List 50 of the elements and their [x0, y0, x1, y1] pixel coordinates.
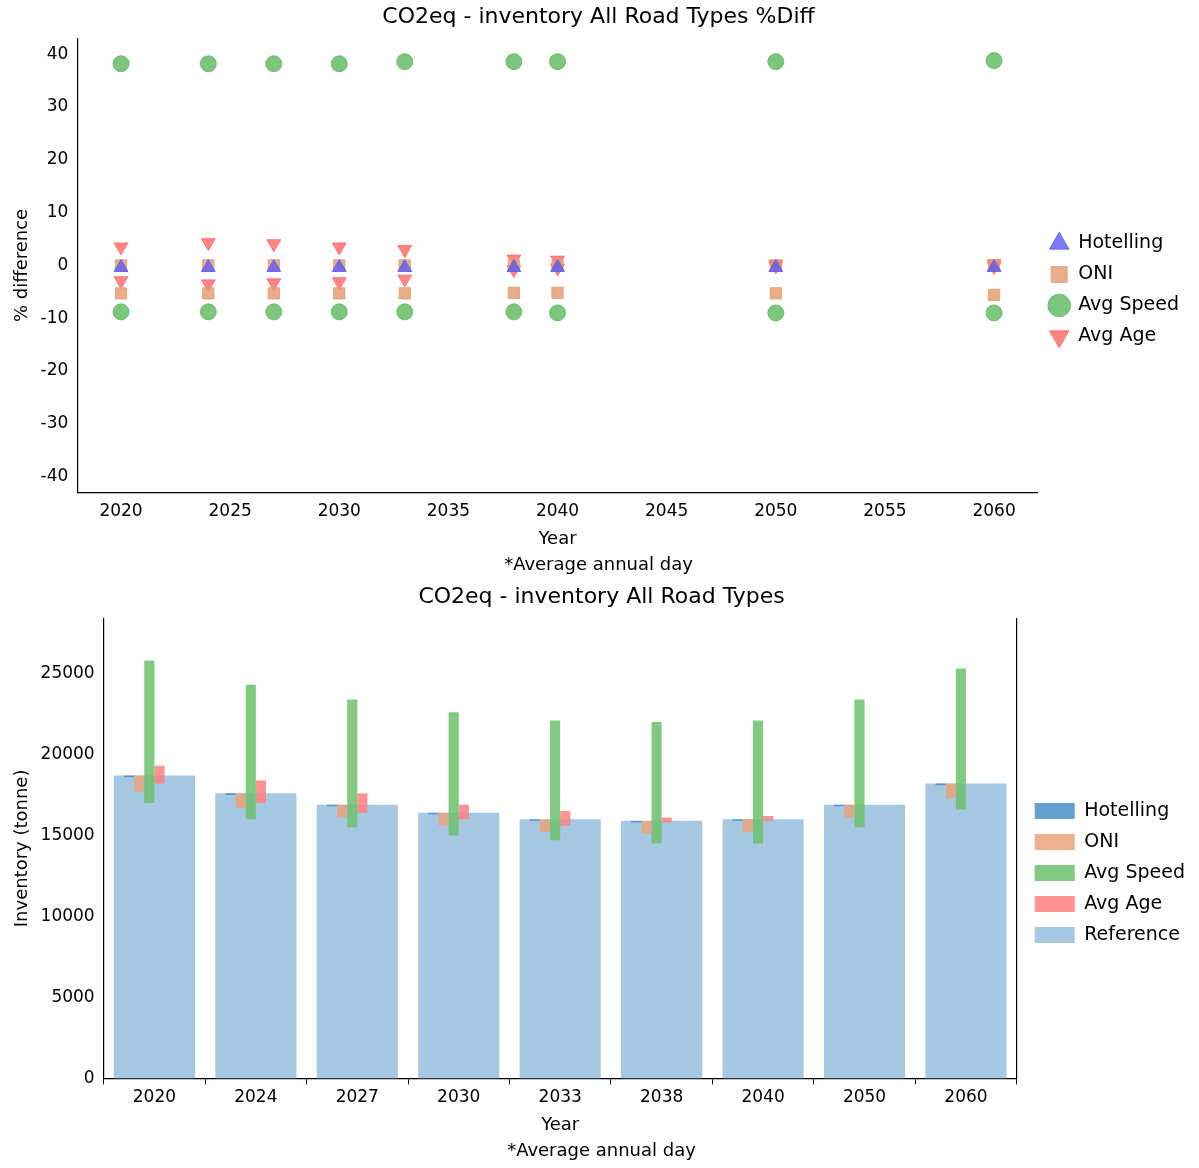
y-axis-title: % difference [10, 208, 32, 322]
x-tick-label: 2035 [426, 500, 471, 521]
x-tick-label: 2055 [863, 500, 907, 521]
y-axis-title: Inventory (tonne) [10, 769, 32, 928]
y-tick-label: -10 [40, 306, 69, 327]
x-tick-label: 2024 [234, 1086, 278, 1107]
y-tick-label: 0 [57, 253, 69, 274]
x-tick-label: 2027 [335, 1086, 379, 1107]
x-tick-label: 2038 [640, 1086, 684, 1107]
x-tick-label: 2060 [944, 1086, 988, 1107]
y-tick-label: 15000 [40, 823, 95, 844]
legend-label: Hotelling [1078, 230, 1164, 253]
x-axis-title: Year [540, 1113, 580, 1135]
x-tick-label: 2030 [317, 500, 361, 521]
y-tick-label: -40 [40, 464, 69, 485]
chart-title: CO2eq - inventory All Road Types %Diff [382, 2, 816, 28]
x-tick-label: 2025 [208, 500, 252, 521]
y-tick-label: 20 [46, 148, 69, 169]
y-tick-label: -30 [40, 412, 69, 433]
y-tick-label: 10 [46, 201, 69, 222]
legend-label: Avg Speed [1084, 859, 1186, 882]
legend-label: Avg Speed [1078, 292, 1180, 315]
legend-label: Hotelling [1084, 797, 1170, 820]
x-tick-label: 2033 [538, 1086, 582, 1107]
x-tick-label: 2040 [741, 1086, 785, 1107]
x-tick-label: 2020 [132, 1086, 177, 1107]
x-axis-title: Year [537, 527, 578, 549]
x-tick-label: 2045 [645, 500, 689, 521]
legend-label: Avg Age [1084, 890, 1163, 913]
y-tick-label: -20 [40, 359, 69, 380]
y-tick-label: 25000 [40, 661, 95, 682]
x-tick-label: 2060 [972, 500, 1016, 521]
y-tick-label: 10000 [40, 904, 95, 925]
legend-label: Avg Age [1078, 323, 1157, 346]
text: *Average annual day [504, 552, 694, 574]
y-tick-label: 0 [83, 1066, 95, 1087]
x-tick-label: 2050 [842, 1086, 887, 1107]
y-tick-label: 40 [46, 42, 69, 63]
y-tick-label: 5000 [51, 985, 95, 1006]
text: *Average annual day [507, 1138, 697, 1160]
x-tick-label: 2050 [754, 500, 798, 521]
y-tick-label: 20000 [40, 742, 95, 763]
y-tick-label: 30 [46, 95, 69, 116]
chart-title: CO2eq - inventory All Road Types [418, 582, 785, 608]
legend-label: ONI [1078, 261, 1113, 284]
legend-label: Reference [1084, 921, 1180, 944]
x-tick-label: 2030 [437, 1086, 481, 1107]
x-tick-label: 2040 [535, 500, 580, 521]
x-tick-label: 2020 [99, 500, 143, 521]
legend-label: ONI [1084, 828, 1119, 851]
